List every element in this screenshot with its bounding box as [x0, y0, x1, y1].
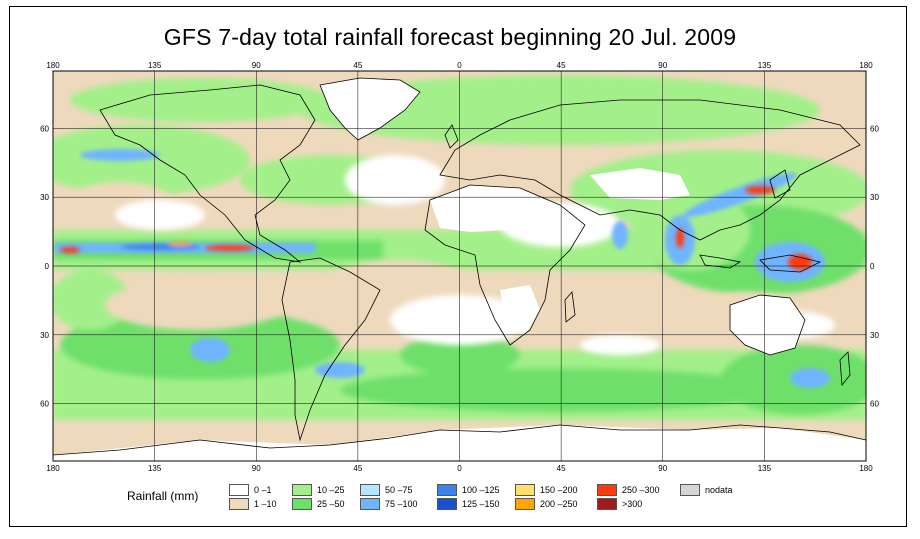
coastlines — [53, 77, 866, 456]
axis-ticks: 180 180 135 135 90 90 45 45 0 0 45 45 90 90 135 135 180 1… — [40, 61, 879, 473]
lat-tick-label-left: 60 — [40, 124, 49, 133]
lon-tick-label-top: 45 — [557, 61, 566, 70]
lon-tick-label-top: 45 — [353, 61, 362, 70]
map-title: GFS 7-day total rainfall forecast beginn… — [163, 24, 737, 50]
lat-tick-label-right: 60 — [870, 124, 879, 133]
lat-tick-label-right: 0 — [870, 262, 875, 271]
lon-tick-label-top: 135 — [758, 61, 772, 70]
lat-tick-label-left: 30 — [40, 331, 49, 340]
lon-tick-label-top: 135 — [148, 61, 162, 70]
lat-tick-label-left: 60 — [40, 400, 49, 409]
lon-tick-label-bottom: 90 — [252, 464, 261, 473]
lon-tick-label-bottom: 180 — [46, 464, 60, 473]
lon-tick-label-bottom: 90 — [658, 464, 667, 473]
lon-tick-label-bottom: 45 — [353, 464, 362, 473]
map-border — [52, 70, 867, 462]
lat-tick-label-right: 30 — [870, 193, 879, 202]
lat-tick-label-left: 0 — [45, 262, 50, 271]
lon-tick-label-bottom: 45 — [557, 464, 566, 473]
lat-tick-label-right: 60 — [870, 400, 879, 409]
lon-tick-label-bottom: 180 — [859, 464, 873, 473]
lat-tick-label-left: 30 — [40, 193, 49, 202]
lon-tick-label-bottom: 135 — [758, 464, 772, 473]
figure-frame — [9, 6, 907, 527]
lon-tick-label-top: 0 — [457, 61, 462, 70]
lon-tick-label-top: 90 — [658, 61, 667, 70]
lon-tick-label-top: 180 — [46, 61, 60, 70]
lon-tick-label-bottom: 0 — [457, 464, 462, 473]
lon-tick-label-top: 90 — [252, 61, 261, 70]
lon-tick-label-top: 180 — [859, 61, 873, 70]
graticule — [53, 71, 866, 461]
lon-tick-label-bottom: 135 — [148, 464, 162, 473]
lat-tick-label-right: 30 — [870, 331, 879, 340]
